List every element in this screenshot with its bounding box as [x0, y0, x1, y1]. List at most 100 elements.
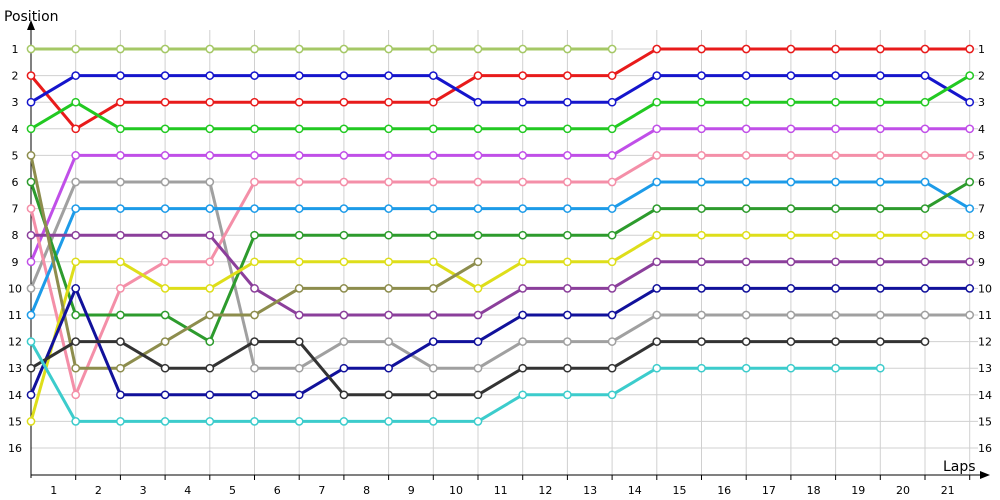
data-point — [473, 257, 483, 267]
data-point — [563, 230, 572, 240]
data-point — [473, 363, 483, 373]
data-point — [607, 177, 617, 187]
data-point — [831, 151, 840, 160]
data-point — [71, 177, 81, 187]
data-point — [652, 363, 662, 373]
x-axis-arrow — [980, 471, 990, 479]
data-point — [428, 337, 438, 346]
data-point — [339, 44, 349, 54]
data-point — [875, 284, 885, 293]
series-1 — [26, 44, 617, 54]
data-point — [563, 284, 572, 293]
data-point — [920, 337, 930, 346]
data-point — [965, 177, 975, 187]
x-tick-label: 14 — [628, 484, 642, 497]
data-point — [518, 363, 528, 373]
data-point — [965, 124, 975, 134]
data-point — [786, 230, 796, 240]
data-point — [339, 310, 349, 320]
data-point — [160, 97, 170, 107]
data-point — [116, 417, 125, 426]
data-point — [339, 257, 349, 267]
data-point — [71, 71, 81, 80]
data-point — [741, 151, 751, 160]
data-point — [473, 337, 483, 346]
data-point — [205, 363, 215, 373]
data-point — [160, 71, 170, 80]
data-point — [607, 204, 617, 213]
data-point — [384, 177, 393, 187]
data-point — [26, 337, 36, 346]
data-point — [875, 204, 885, 213]
data-point — [875, 151, 885, 160]
data-point — [250, 284, 259, 293]
x-tick-label: 4 — [184, 484, 191, 497]
y-tick-label-left: 1 — [12, 43, 19, 56]
y-tick-label-left: 16 — [8, 442, 22, 455]
data-point — [607, 71, 617, 80]
y-tick-label-right: 4 — [978, 123, 985, 136]
x-tick-label: 18 — [807, 484, 821, 497]
data-point — [205, 257, 215, 267]
data-point — [741, 230, 751, 240]
data-point — [26, 363, 36, 373]
data-point — [26, 417, 36, 426]
data-point — [250, 337, 259, 346]
data-point — [473, 44, 483, 54]
data-point — [250, 390, 259, 400]
y-tick-label-left: 9 — [12, 256, 19, 269]
series-line — [29, 286, 970, 397]
data-point — [831, 230, 840, 240]
series-5 — [26, 124, 975, 267]
data-point — [294, 417, 304, 426]
data-point — [965, 151, 975, 160]
data-point — [160, 363, 170, 373]
data-point — [473, 71, 483, 80]
data-point — [428, 257, 438, 267]
data-point — [116, 337, 125, 346]
data-point — [518, 177, 528, 187]
data-point — [473, 151, 483, 160]
y-tick-label-right: 2 — [978, 70, 985, 83]
data-point — [697, 177, 706, 187]
data-point — [831, 363, 840, 373]
data-point — [160, 230, 170, 240]
data-point — [428, 363, 438, 373]
data-point — [473, 124, 483, 134]
series-group — [26, 44, 975, 426]
tick-labels: 1 2 3 4 5 6 7 8 9 10 11 12 13 14 15 16 17 18 19 20 211 12 23 34… — [8, 43, 992, 497]
y-tick-label-right: 8 — [978, 229, 985, 242]
data-point — [697, 363, 706, 373]
data-point — [920, 230, 930, 240]
data-point — [563, 363, 572, 373]
data-point — [518, 71, 528, 80]
series-8 — [26, 177, 975, 320]
data-point — [875, 71, 885, 80]
data-point — [428, 124, 438, 134]
data-point — [786, 337, 796, 346]
data-point — [920, 124, 930, 134]
data-point — [339, 417, 349, 426]
data-point — [250, 44, 259, 54]
y-tick-label-right: 13 — [978, 362, 992, 375]
data-point — [741, 97, 751, 107]
data-point — [563, 151, 572, 160]
series-6 — [26, 177, 975, 373]
data-point — [652, 337, 662, 346]
data-point — [71, 363, 81, 373]
y-tick-label-left: 7 — [12, 203, 19, 216]
x-tick-label: 16 — [717, 484, 731, 497]
data-point — [205, 71, 215, 80]
data-point — [473, 97, 483, 107]
data-point — [26, 257, 36, 267]
data-point — [428, 97, 438, 107]
y-tick-label-right: 12 — [978, 336, 992, 349]
data-point — [205, 44, 215, 54]
data-point — [875, 97, 885, 107]
series-4 — [26, 71, 975, 134]
data-point — [384, 204, 393, 213]
data-point — [607, 44, 617, 54]
axes — [27, 20, 990, 479]
y-tick-label-right: 10 — [978, 282, 992, 295]
data-point — [652, 204, 662, 213]
